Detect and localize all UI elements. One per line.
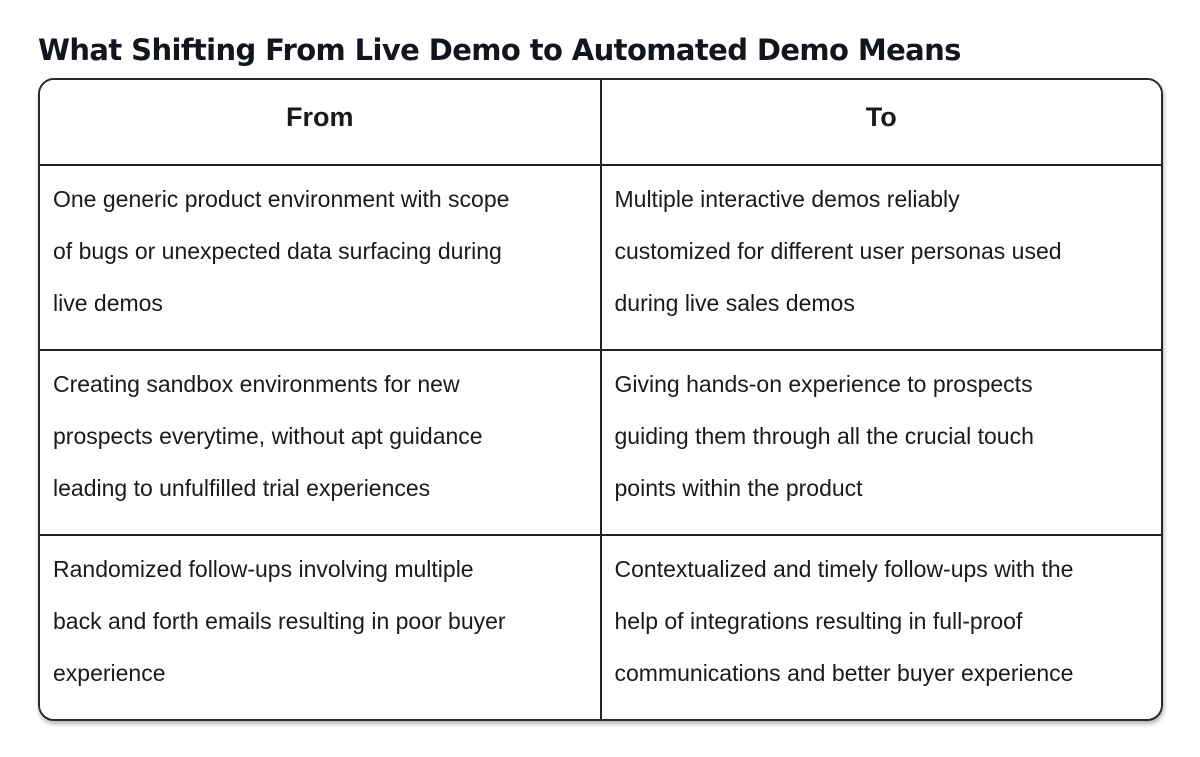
table-row: One generic product environment with sco… [40,163,1161,352]
cell-from-row1: One generic product environment with sco… [40,163,602,352]
cell-to-row2-text: Giving hands-on experience to prospects … [614,371,1034,502]
comparison-table: From To One generic product environment … [40,80,1161,719]
table-row: Creating sandbox environments for new pr… [40,349,1161,537]
header-cell-to: To [599,80,1161,166]
comparison-table-card: From To One generic product environment … [38,78,1163,721]
cell-to-row2: Giving hands-on experience to prospects … [599,349,1161,537]
page-title: What Shifting From Live Demo to Automate… [38,33,961,68]
cell-from-row2: Creating sandbox environments for new pr… [40,349,602,537]
table-row: Randomized follow-ups involving multiple… [40,534,1161,719]
cell-from-row1-text: One generic product environment with sco… [53,186,510,316]
cell-from-row3-text: Randomized follow-ups involving multiple… [53,556,506,687]
cell-to-row1-text: Multiple interactive demos reliably cust… [614,186,1062,316]
cell-to-row1: Multiple interactive demos reliably cust… [599,163,1161,352]
table-header: From To [40,80,1161,166]
cell-from-row3: Randomized follow-ups involving multiple… [40,534,602,719]
table-body: One generic product environment with sco… [40,163,1161,719]
cell-to-row3: Contextualized and timely follow-ups wit… [599,534,1161,719]
header-cell-from: From [40,80,602,166]
cell-to-row3-text: Contextualized and timely follow-ups wit… [614,556,1074,687]
table-header-row: From To [40,80,1161,166]
cell-from-row2-text: Creating sandbox environments for new pr… [53,371,483,502]
